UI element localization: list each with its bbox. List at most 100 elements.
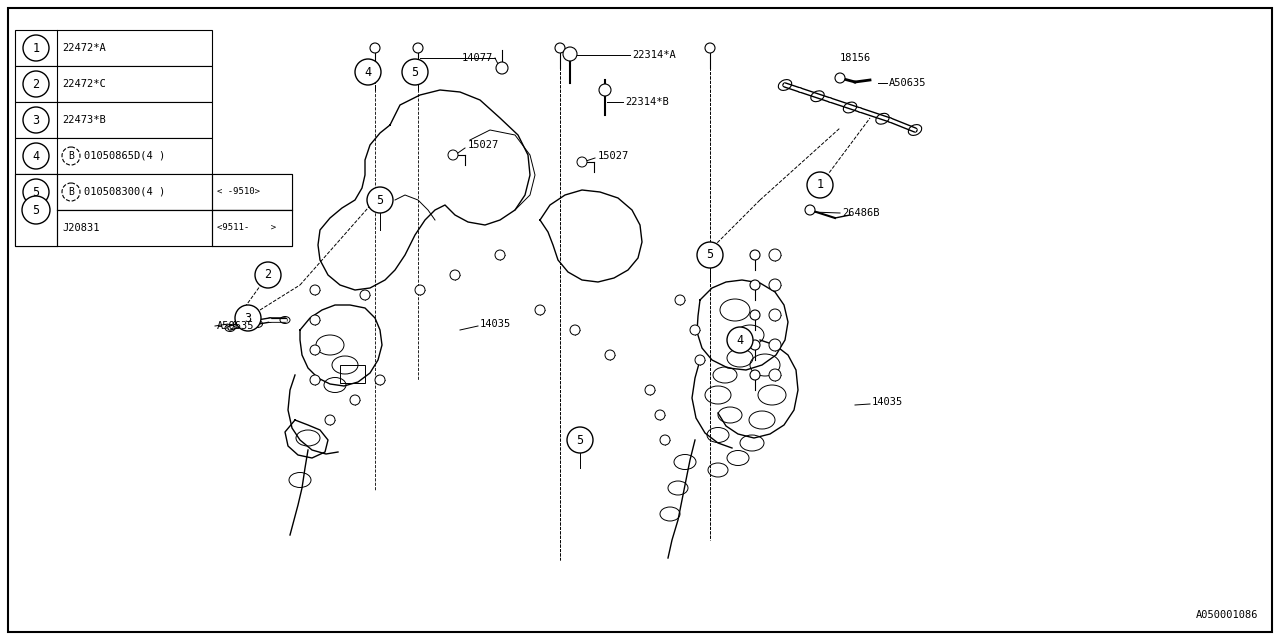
Text: 15027: 15027: [468, 140, 499, 150]
Bar: [212, 174, 292, 210]
Circle shape: [23, 107, 49, 133]
Circle shape: [769, 309, 781, 321]
Circle shape: [690, 325, 700, 335]
Bar: [15, 30, 212, 66]
Circle shape: [535, 305, 545, 315]
Text: 22314*B: 22314*B: [625, 97, 668, 107]
Text: 010508300(4 ): 010508300(4 ): [84, 187, 165, 197]
Circle shape: [23, 143, 49, 169]
Circle shape: [310, 345, 320, 355]
Text: 5: 5: [376, 193, 384, 207]
Text: 14077: 14077: [462, 53, 493, 63]
Circle shape: [645, 385, 655, 395]
Circle shape: [402, 59, 428, 85]
Text: 3: 3: [32, 113, 40, 127]
Text: 5: 5: [411, 65, 419, 79]
Circle shape: [355, 59, 381, 85]
Text: 15027: 15027: [598, 151, 630, 161]
Text: < -9510>: < -9510>: [218, 188, 260, 196]
Circle shape: [805, 205, 815, 215]
Circle shape: [310, 285, 320, 295]
Bar: [340, 365, 365, 383]
Circle shape: [675, 295, 685, 305]
Circle shape: [556, 43, 564, 53]
Circle shape: [375, 375, 385, 385]
Circle shape: [495, 250, 506, 260]
Circle shape: [605, 350, 614, 360]
Circle shape: [727, 327, 753, 353]
Circle shape: [695, 355, 705, 365]
Circle shape: [567, 427, 593, 453]
Circle shape: [310, 375, 320, 385]
Text: 14035: 14035: [872, 397, 904, 407]
Circle shape: [570, 325, 580, 335]
Circle shape: [750, 280, 760, 290]
Circle shape: [448, 150, 458, 160]
Text: A050001086: A050001086: [1196, 610, 1258, 620]
Circle shape: [769, 339, 781, 351]
Bar: [15, 138, 212, 174]
Circle shape: [451, 270, 460, 280]
Circle shape: [236, 305, 261, 331]
Text: 22314*A: 22314*A: [632, 50, 676, 60]
Circle shape: [750, 310, 760, 320]
Circle shape: [769, 369, 781, 381]
Bar: [15, 102, 212, 138]
Text: 22472*A: 22472*A: [61, 43, 106, 53]
Text: 01050865D(4 ): 01050865D(4 ): [84, 151, 165, 161]
Text: 1: 1: [32, 42, 40, 54]
Text: 22473*B: 22473*B: [61, 115, 106, 125]
Circle shape: [415, 285, 425, 295]
Circle shape: [413, 43, 422, 53]
Text: 14035: 14035: [480, 319, 511, 329]
Text: 2: 2: [265, 269, 271, 282]
Circle shape: [349, 395, 360, 405]
Circle shape: [769, 279, 781, 291]
Circle shape: [370, 43, 380, 53]
Bar: [15, 210, 292, 246]
Bar: [15, 174, 292, 210]
Text: 5: 5: [32, 186, 40, 198]
Bar: [15, 66, 212, 102]
Text: A50635: A50635: [890, 78, 927, 88]
Text: J20831: J20831: [61, 223, 100, 233]
Circle shape: [806, 172, 833, 198]
Text: 4: 4: [736, 333, 744, 346]
Circle shape: [360, 290, 370, 300]
Circle shape: [660, 435, 669, 445]
Bar: [15, 174, 58, 246]
Text: A50635: A50635: [218, 321, 255, 331]
Text: B: B: [68, 151, 74, 161]
Circle shape: [61, 147, 79, 165]
Text: 4: 4: [365, 65, 371, 79]
Text: 22472*C: 22472*C: [61, 79, 106, 89]
Text: 5: 5: [576, 433, 584, 447]
Circle shape: [750, 250, 760, 260]
Circle shape: [750, 370, 760, 380]
Text: 4: 4: [32, 150, 40, 163]
Text: 5: 5: [32, 204, 40, 216]
Text: 5: 5: [707, 248, 713, 262]
Circle shape: [599, 84, 611, 96]
Text: 26486B: 26486B: [842, 208, 879, 218]
Circle shape: [61, 183, 79, 201]
Circle shape: [310, 315, 320, 325]
Circle shape: [750, 340, 760, 350]
Circle shape: [325, 415, 335, 425]
Bar: [212, 210, 292, 246]
Circle shape: [497, 62, 508, 74]
Circle shape: [367, 187, 393, 213]
Circle shape: [23, 35, 49, 61]
Circle shape: [23, 71, 49, 97]
Circle shape: [563, 47, 577, 61]
Circle shape: [577, 157, 588, 167]
Text: B: B: [68, 187, 74, 197]
Circle shape: [23, 179, 49, 205]
Text: 2: 2: [32, 77, 40, 90]
Text: <9511-    >: <9511- >: [218, 223, 276, 232]
Circle shape: [769, 249, 781, 261]
Circle shape: [698, 242, 723, 268]
Text: 18156: 18156: [840, 53, 872, 63]
Circle shape: [705, 43, 716, 53]
Text: 1: 1: [817, 179, 823, 191]
